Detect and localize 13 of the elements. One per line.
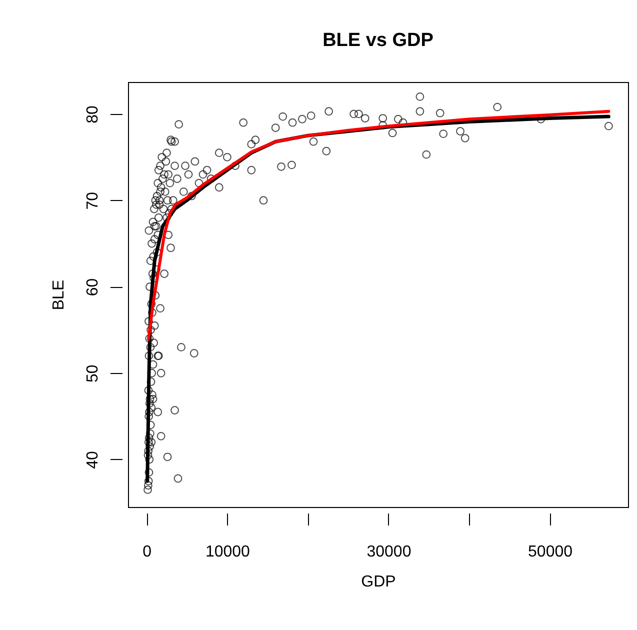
x-axis-title: GDP (361, 574, 396, 590)
x-tick-label: 10000 (205, 544, 250, 560)
y-tick-label: 80 (84, 105, 102, 124)
x-tick-label: 50000 (528, 544, 573, 560)
x-tick-label: 0 (142, 544, 152, 560)
x-tick-label: 30000 (366, 544, 412, 560)
y-tick-label: 60 (84, 278, 102, 296)
y-tick-label: 70 (84, 192, 102, 210)
chart-title: BLE vs GDP (322, 30, 434, 51)
y-tick-label: 40 (84, 450, 102, 469)
y-axis-title: BLE (50, 280, 68, 310)
line-series (146, 110, 610, 341)
y-tick-label: 50 (84, 364, 102, 383)
